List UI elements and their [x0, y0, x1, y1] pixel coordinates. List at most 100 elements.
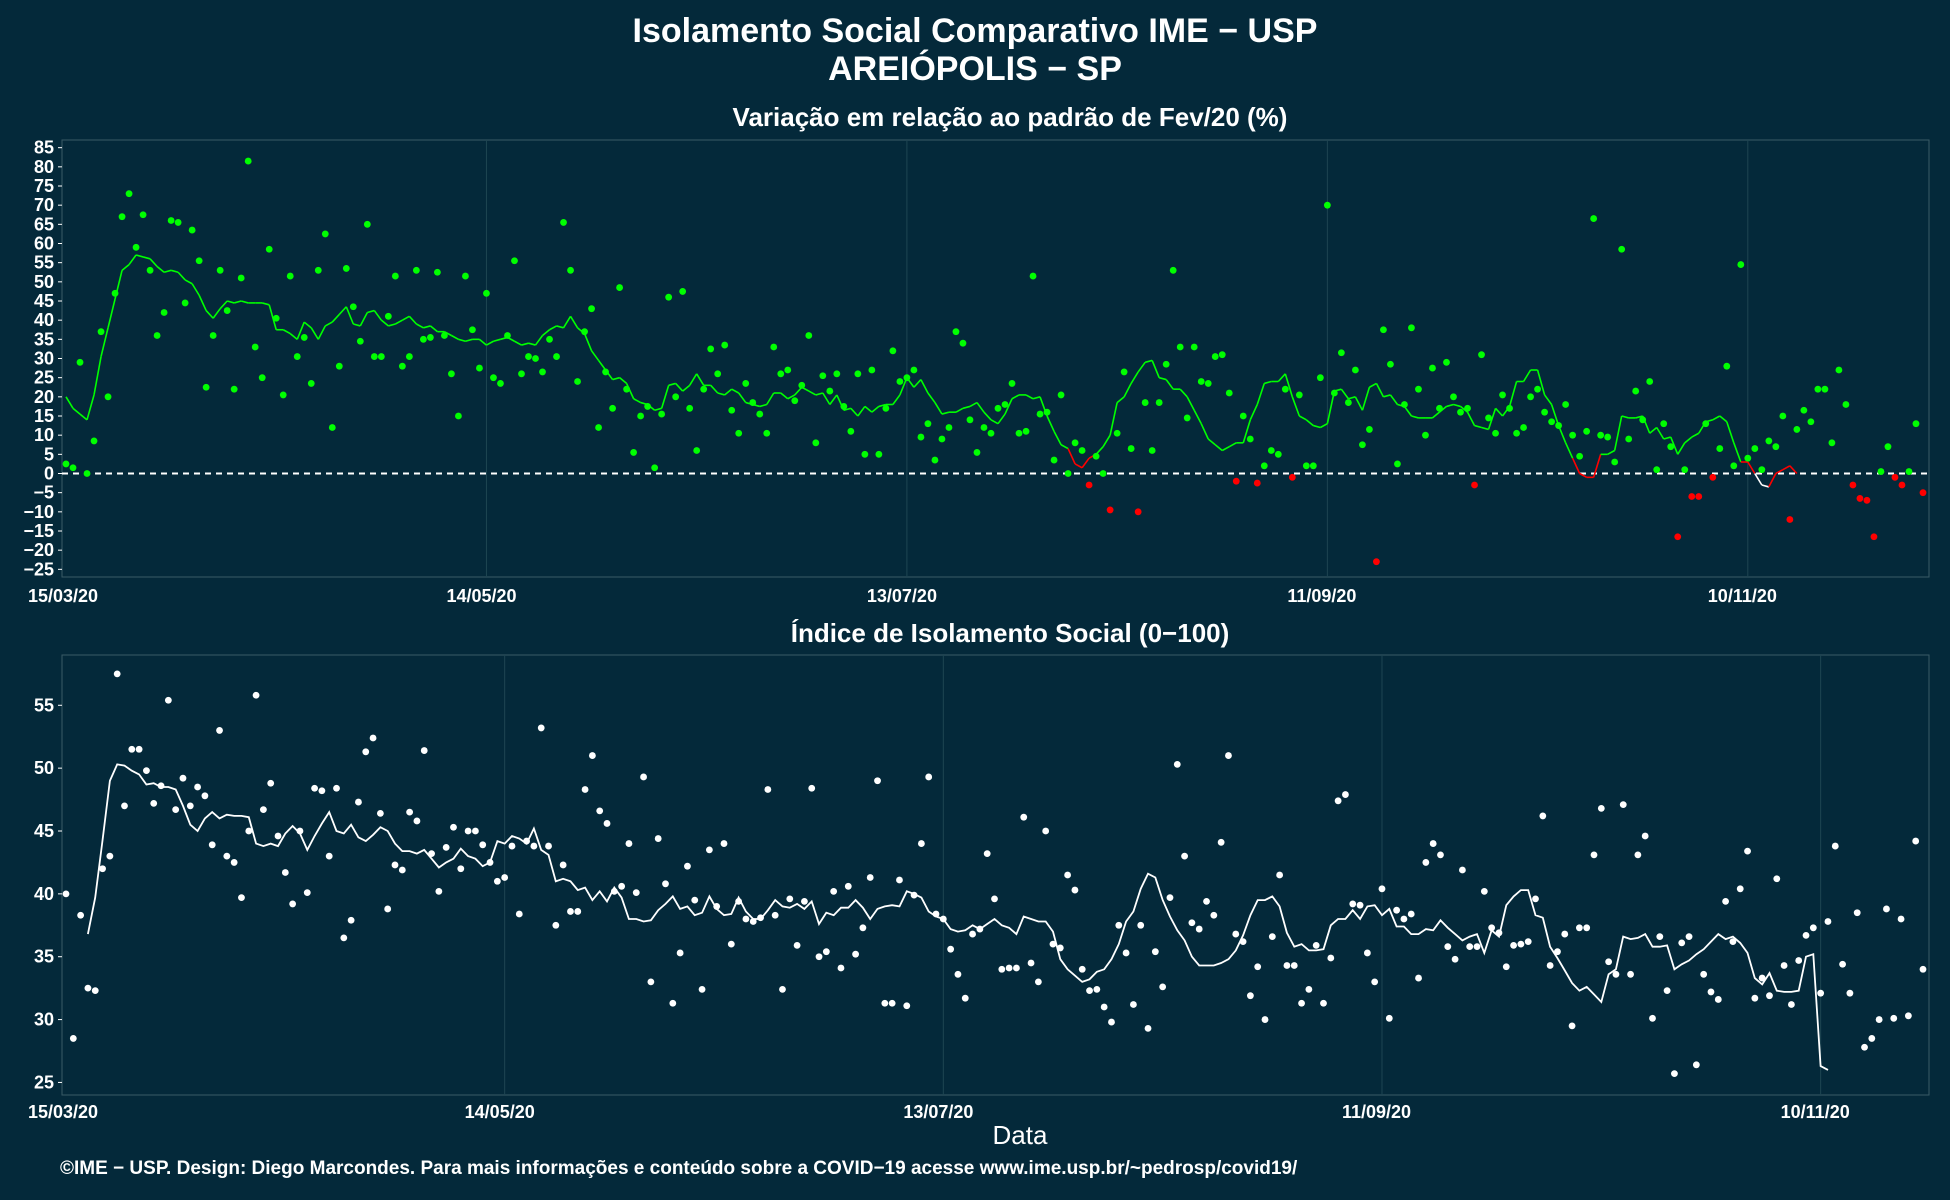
variation-point [181, 299, 189, 307]
variation-point [469, 326, 476, 334]
variation-point [1344, 399, 1352, 406]
index-point [398, 866, 406, 874]
variation-moving-average-segment [556, 325, 564, 329]
variation-moving-average-segment [408, 315, 417, 325]
variation-moving-average-segment [1431, 411, 1440, 419]
variation-point [1323, 201, 1331, 209]
index-point [983, 850, 991, 858]
index-point [793, 942, 801, 949]
variation-point [1646, 378, 1654, 385]
variation-point [1457, 408, 1464, 416]
variation-point [69, 464, 77, 472]
variation-point [1702, 420, 1710, 428]
variation-point [875, 450, 883, 458]
index-point [1108, 1018, 1115, 1026]
variation-point [819, 372, 827, 380]
variation-point [588, 305, 595, 313]
variation-point [230, 385, 238, 393]
variation-point [1835, 366, 1843, 374]
footer-credit: ©IME − USP. Design: Diego Marcondes. Par… [60, 1158, 1298, 1179]
variation-moving-average-segment [759, 403, 767, 408]
panel-1-y-tick-label: 35 [34, 329, 54, 349]
variation-point [504, 332, 511, 339]
panel-1-y-tick-label: −10 [23, 502, 54, 522]
variation-point [1085, 481, 1093, 489]
variation-point [1302, 462, 1310, 470]
index-point [1261, 1016, 1269, 1023]
variation-point [1387, 360, 1394, 368]
variation-point [448, 370, 455, 378]
variation-point [314, 266, 322, 274]
variation-point [1667, 443, 1675, 451]
variation-point [1064, 470, 1072, 477]
index-point [1524, 938, 1532, 946]
variation-point [931, 456, 939, 464]
index-point [881, 999, 889, 1007]
variation-moving-average-segment [1579, 472, 1588, 479]
variation-point [868, 366, 876, 374]
index-point [874, 777, 881, 785]
index-point [618, 882, 626, 890]
index-point [311, 784, 318, 792]
index-point [384, 905, 392, 913]
variation-point [349, 303, 357, 311]
variation-point [1015, 429, 1023, 437]
variation-point [1604, 433, 1612, 441]
index-point [1122, 949, 1130, 957]
index-point [179, 774, 187, 782]
variation-moving-average-segment [451, 334, 459, 341]
index-point [808, 784, 816, 792]
index-point [757, 914, 764, 922]
variation-point [104, 393, 112, 401]
index-point [852, 950, 859, 958]
index-point [603, 820, 611, 827]
variation-point [1898, 481, 1906, 489]
index-point [1217, 838, 1225, 846]
index-point [1342, 791, 1349, 798]
variation-point [777, 370, 785, 378]
variation-point [1057, 391, 1065, 399]
index-point [186, 802, 194, 810]
index-point [1232, 930, 1240, 938]
index-point [1707, 988, 1715, 996]
index-point [303, 889, 311, 896]
panel-1-y-tick-label: −5 [33, 483, 54, 503]
variation-moving-average-segment [388, 323, 396, 327]
variation-point [623, 385, 631, 393]
index-point [1473, 943, 1481, 951]
variation-point [1499, 391, 1506, 399]
variation-point [132, 243, 140, 251]
variation-point [1099, 470, 1107, 477]
variation-point [1253, 479, 1261, 487]
panel-1-x-tick-label: 13/07/20 [867, 586, 937, 606]
variation-point [118, 213, 126, 221]
variation-point [672, 393, 680, 401]
variation-moving-average-segment [514, 340, 522, 346]
index-moving-average-line [87, 763, 1829, 1071]
index-point [1137, 921, 1145, 929]
variation-moving-average-segment [1550, 404, 1560, 426]
variation-moving-average-segment [478, 338, 487, 346]
variation-moving-average-segment [1319, 422, 1328, 429]
index-point [1415, 974, 1422, 982]
variation-point [1337, 349, 1345, 357]
variation-point [1842, 401, 1850, 408]
index-point [1568, 1022, 1576, 1030]
index-point [1897, 915, 1905, 923]
index-point [1714, 996, 1722, 1003]
variation-point [1737, 261, 1745, 268]
index-point [662, 880, 669, 888]
index-point [596, 807, 604, 815]
panel1-title: Variação em relação ao padrão de Fev/20 … [732, 102, 1288, 132]
variation-moving-average-segment [429, 325, 438, 333]
variation-moving-average-segment [780, 392, 789, 400]
variation-point [1695, 493, 1703, 500]
panel-2-y-tick-label: 35 [34, 947, 54, 967]
index-point [939, 915, 947, 923]
variation-moving-average-segment [262, 302, 270, 306]
index-point [1276, 871, 1284, 879]
index-point [1780, 962, 1788, 969]
index-point [1671, 1070, 1678, 1078]
variation-point [784, 366, 792, 374]
variation-point [328, 424, 336, 431]
